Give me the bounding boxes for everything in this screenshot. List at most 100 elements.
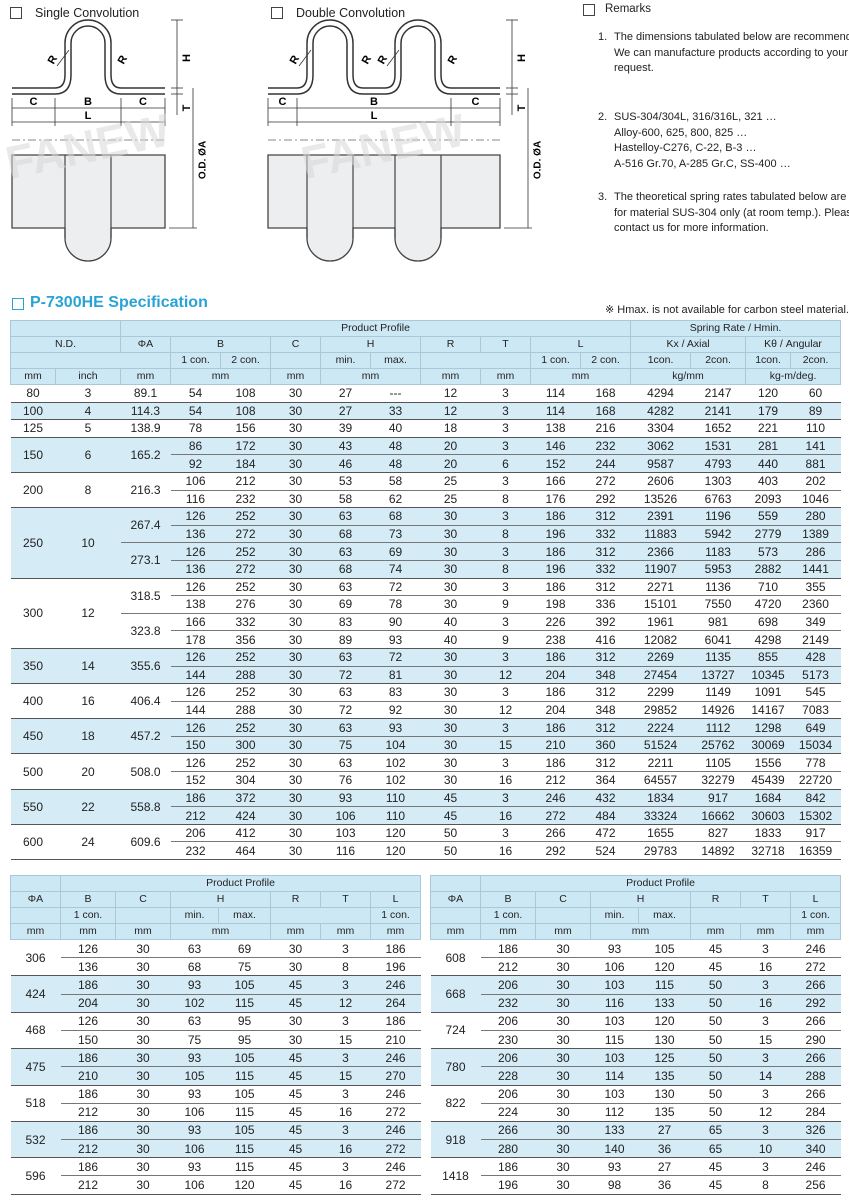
data-row: 306 126 30 63 69 30 3 186 xyxy=(10,938,421,976)
data-row: 230 30 115 130 50 15 290 xyxy=(431,1029,841,1049)
value-cell: 133 xyxy=(638,993,691,1013)
remark-line: Hastelloy-C276, C-22, B-3 … xyxy=(614,142,757,154)
value-cell: 30 xyxy=(270,700,321,719)
value-cell: 7083 xyxy=(790,700,841,719)
remark-line: A-516 Gr.70, A-285 Gr.C, SS-400 … xyxy=(614,157,791,170)
value-cell: 2224 xyxy=(630,718,691,737)
oa-cell: 558.8 xyxy=(120,788,171,825)
value-cell: 27 xyxy=(638,1157,691,1176)
value-cell: 30 xyxy=(270,806,321,825)
value-cell: 212 xyxy=(60,1102,116,1122)
value-cell: 4793 xyxy=(690,454,746,473)
header-cell: mm xyxy=(170,923,271,940)
value-cell: 25762 xyxy=(690,735,746,754)
value-cell: 30 xyxy=(420,524,481,543)
value-cell: 16 xyxy=(320,1139,371,1158)
data-row: 136 272 30 68 73 30 8 196 332 11883 5942 2779 1389 xyxy=(11,524,841,543)
value-cell: 3 xyxy=(740,1011,791,1031)
value-cell: 30 xyxy=(535,1139,591,1158)
data-row: 600 24 609.6 206 412 30 103 120 50 3 266 472 1655 827… xyxy=(10,823,841,860)
header-cell: L xyxy=(529,336,632,353)
value-cell: 186 xyxy=(60,1084,116,1104)
header-cell: max. xyxy=(638,907,691,924)
value-cell: 3 xyxy=(740,975,791,995)
header-cell xyxy=(10,352,171,369)
value-cell: 3 xyxy=(480,419,531,438)
data-row: 150 300 30 75 104 30 15 210 360 51524 25762 30069 15… xyxy=(11,735,841,754)
value-cell: 72 xyxy=(370,577,421,596)
value-cell: 14892 xyxy=(690,841,746,860)
data-row: 724 206 30 103 120 50 3 266 xyxy=(430,1011,841,1049)
value-cell: 573 xyxy=(745,542,791,561)
value-cell: 126 xyxy=(170,647,221,666)
header-cell: mm xyxy=(10,923,61,940)
remark-line: We can manufacture products according to… xyxy=(614,46,848,59)
value-cell: 105 xyxy=(638,938,691,958)
value-cell: 1684 xyxy=(745,788,791,807)
data-row: 138 276 30 69 78 30 9 198 336 15101 7550 4720 2360 xyxy=(11,595,841,614)
value-cell: 50 xyxy=(690,1048,741,1067)
value-cell: 25 xyxy=(420,489,481,508)
nd-cell: 250 xyxy=(10,507,56,579)
value-cell: 120 xyxy=(370,841,421,860)
dim-label: C xyxy=(30,96,38,108)
data-row: 608 186 30 93 105 45 3 246 xyxy=(430,938,841,976)
header-cell xyxy=(535,907,591,924)
header-cell: T xyxy=(320,891,371,908)
value-cell: 266 xyxy=(790,1048,841,1067)
oa-cell: 475 xyxy=(10,1048,61,1085)
value-cell: 416 xyxy=(580,630,631,649)
value-cell: 356 xyxy=(220,630,271,649)
value-cell: 136 xyxy=(60,957,116,976)
data-row: 280 30 140 36 65 10 340 xyxy=(431,1139,841,1158)
value-cell: 141 xyxy=(790,436,841,455)
value-cell: 8 xyxy=(480,489,531,508)
value-cell: 3062 xyxy=(630,436,691,455)
header-cell: mm xyxy=(10,368,56,385)
value-cell: 272 xyxy=(370,1102,421,1122)
header-cell: min. xyxy=(170,907,219,924)
value-cell: 14926 xyxy=(690,700,746,719)
value-cell: 16 xyxy=(480,806,531,825)
value-cell: 15 xyxy=(480,735,531,754)
value-cell: 75 xyxy=(218,957,271,976)
value-cell: 7550 xyxy=(690,595,746,614)
value-cell: 108 xyxy=(220,401,271,420)
value-cell: 2147 xyxy=(690,384,746,403)
value-cell: 138 xyxy=(530,419,581,438)
value-cell: 272 xyxy=(220,559,271,579)
nd-cell: 20 xyxy=(55,753,121,790)
value-cell: 30 xyxy=(420,577,481,596)
value-cell: 16 xyxy=(320,1175,371,1195)
value-cell: 1961 xyxy=(630,612,691,631)
value-cell: 10345 xyxy=(745,665,791,684)
header-cell: mm xyxy=(320,368,421,385)
header-cell: min. xyxy=(320,352,371,369)
table-body: 80 3 89.1 54 108 30 27 --- 12 3 114 168 4294 2147 120 6… xyxy=(10,384,841,860)
header-cell: 1 con. xyxy=(170,352,221,369)
value-cell: 30 xyxy=(535,975,591,995)
value-cell: 1531 xyxy=(690,436,746,455)
value-cell: 3 xyxy=(320,1048,371,1067)
value-cell: 30 xyxy=(115,1066,171,1085)
value-cell: 1149 xyxy=(690,683,746,702)
header-cell: C xyxy=(270,336,321,353)
header-cell: mm xyxy=(320,923,371,940)
value-cell: 53 xyxy=(320,471,371,491)
data-row: 144 288 30 72 81 30 12 204 348 27454 13727 10345 517… xyxy=(11,665,841,684)
value-cell: 105 xyxy=(170,1066,219,1085)
value-cell: 30 xyxy=(270,647,321,666)
value-cell: 93 xyxy=(590,1157,639,1176)
value-cell: 30 xyxy=(270,542,321,561)
header-cell: Kθ / Angular xyxy=(745,336,842,353)
oa-cell: 267.4 xyxy=(120,507,171,543)
value-cell: 30 xyxy=(270,401,321,420)
remark-line: The theoretical spring rates tabulated b… xyxy=(614,191,847,203)
header-cell: H xyxy=(170,891,271,908)
value-cell: 2360 xyxy=(790,595,841,614)
remark-line: contact us for more information. xyxy=(614,222,769,234)
value-cell: 63 xyxy=(320,753,371,772)
value-cell: 3 xyxy=(740,938,791,958)
value-cell: 30 xyxy=(535,993,591,1013)
value-cell: 252 xyxy=(220,542,271,561)
